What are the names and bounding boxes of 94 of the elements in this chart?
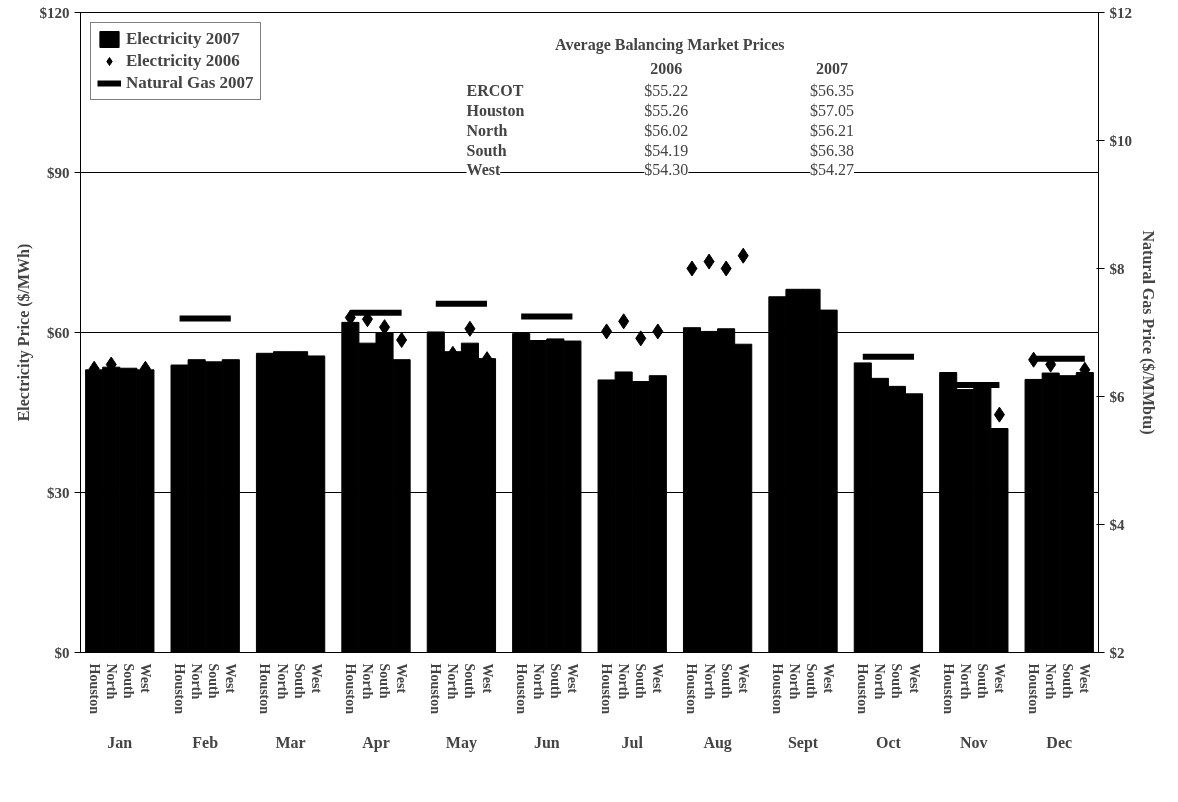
y2-tick-label: $12 xyxy=(1109,4,1132,21)
x-tick-label: Houston xyxy=(513,663,529,715)
annotation: Average Balancing Market Prices xyxy=(555,36,785,54)
text: Nov xyxy=(960,733,988,751)
x-tick-label: North xyxy=(274,663,290,700)
legend-label: Natural Gas 2007 xyxy=(126,73,254,93)
annotation: ERCOT xyxy=(466,82,524,100)
x-tick-label: North xyxy=(359,663,375,700)
x-tick-label: Houston xyxy=(172,663,188,715)
x-tick-label: South xyxy=(633,663,649,699)
x-tick-label: West xyxy=(821,663,837,694)
x-tick-label: North xyxy=(530,663,546,700)
x-tick-label: West xyxy=(223,663,239,694)
text: Jun xyxy=(533,733,560,751)
x-tick-label: South xyxy=(547,663,563,699)
x-tick-label: South xyxy=(718,663,734,699)
y2-tick-label: $6 xyxy=(1109,388,1125,405)
annotation: 2007 xyxy=(816,60,849,77)
x-tick-label: West xyxy=(479,663,495,694)
text: Aug xyxy=(703,733,732,752)
x-tick-label: Houston xyxy=(940,663,956,715)
x-tick-label: West xyxy=(735,663,751,694)
x-tick-label: South xyxy=(291,663,307,699)
annotation: $55.22 xyxy=(644,82,689,100)
text: Jul xyxy=(621,733,644,751)
x-tick-label: South xyxy=(120,663,136,699)
annotation: $57.05 xyxy=(810,102,855,120)
y2-tick-label: $2 xyxy=(1109,644,1125,661)
x-tick-label: North xyxy=(957,663,973,700)
x-tick-label: North xyxy=(872,663,888,700)
annotation: North xyxy=(466,121,508,139)
x-tick-label: Houston xyxy=(684,663,700,715)
text: Oct xyxy=(875,733,902,751)
x-tick-label: West xyxy=(991,663,1007,694)
legend-label: Electricity 2006 xyxy=(126,51,240,71)
x-tick-label: West xyxy=(650,663,666,694)
x-tick-label: South xyxy=(377,663,393,699)
x-tick-label: Houston xyxy=(428,663,444,715)
x-tick-label: West xyxy=(564,663,580,694)
x-tick-label: North xyxy=(701,663,717,700)
x-tick-label: Houston xyxy=(769,663,785,715)
text: Mar xyxy=(275,733,306,751)
x-tick-label: North xyxy=(786,663,802,700)
x-tick-label: North xyxy=(189,663,205,700)
x-tick-label: West xyxy=(137,663,153,694)
text: Dec xyxy=(1046,733,1073,751)
annotation: Houston xyxy=(466,102,525,120)
x-tick-label: North xyxy=(616,663,632,700)
text: Sept xyxy=(787,733,819,752)
text: Apr xyxy=(362,733,390,752)
x-tick-label: North xyxy=(1043,663,1059,700)
x-tick-label: West xyxy=(394,663,410,694)
x-tick-label: South xyxy=(462,663,478,699)
text: May xyxy=(445,733,477,752)
annotation: 2006 xyxy=(650,60,683,77)
y2-tick-label: $4 xyxy=(1109,516,1125,533)
x-tick-label: South xyxy=(1060,663,1076,699)
x-tick-label: West xyxy=(1077,663,1093,694)
annotation: $56.02 xyxy=(644,121,689,139)
x-tick-label: South xyxy=(889,663,905,699)
annotation: $54.27 xyxy=(810,161,855,179)
x-tick-label: South xyxy=(206,663,222,699)
x-tick-label: West xyxy=(308,663,324,694)
x-tick-label: Houston xyxy=(599,663,615,715)
y-axis-title: Electricity Price ($/MWh) xyxy=(14,243,33,422)
x-tick-label: South xyxy=(974,663,990,699)
annotation: $56.21 xyxy=(810,121,855,139)
y-tick-label: $30 xyxy=(47,484,70,501)
x-tick-label: South xyxy=(804,663,820,699)
annotation: West xyxy=(466,161,501,179)
y2-axis-title: Natural Gas Price ($/MMbtu) xyxy=(1139,230,1157,435)
annotation: $55.26 xyxy=(644,102,689,120)
text: Jan xyxy=(107,733,133,751)
y2-tick-label: $10 xyxy=(1109,132,1132,149)
annotation: $56.35 xyxy=(810,82,855,100)
y-tick-label: $60 xyxy=(47,324,70,341)
x-tick-label: Houston xyxy=(1026,663,1042,715)
y-tick-label: $120 xyxy=(39,4,70,21)
x-tick-label: Houston xyxy=(257,663,273,715)
annotation: $54.19 xyxy=(644,141,689,159)
y2-tick-label: $8 xyxy=(1109,260,1125,277)
x-tick-label: North xyxy=(445,663,461,700)
text: Feb xyxy=(192,733,219,751)
annotation: $54.30 xyxy=(644,161,689,179)
x-tick-label: North xyxy=(103,663,119,700)
y-tick-label: $0 xyxy=(54,644,70,661)
x-tick-label: Houston xyxy=(86,663,102,715)
x-tick-label: Houston xyxy=(855,663,871,715)
x-tick-label: Houston xyxy=(342,663,358,715)
annotation: $56.38 xyxy=(810,141,855,159)
y-tick-label: $90 xyxy=(47,164,70,181)
annotation: South xyxy=(466,141,507,159)
legend-label: Electricity 2007 xyxy=(126,29,240,49)
x-tick-label: West xyxy=(906,663,922,694)
